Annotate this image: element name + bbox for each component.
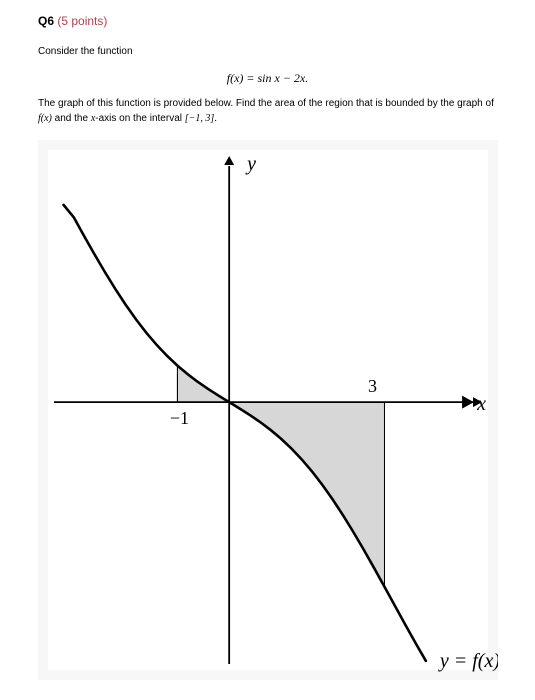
svg-text:3: 3 — [368, 376, 377, 396]
question-number: Q6 — [38, 14, 54, 28]
svg-text:y = f(x): y = f(x) — [438, 650, 498, 672]
prompt-fx: f(x) — [38, 113, 52, 124]
prompt-body-3: -axis on the interval — [95, 113, 185, 124]
prompt-body-2: and the — [52, 113, 91, 124]
question-points: (5 points) — [57, 14, 107, 28]
question-page: Q6 (5 points) Consider the function f(x)… — [0, 0, 535, 700]
svg-text:−1: −1 — [170, 408, 189, 428]
svg-text:x: x — [476, 393, 486, 415]
graph-panel: y x −1 3 y = f(x) — [38, 140, 498, 680]
prompt-intro: Consider the function — [38, 46, 497, 57]
prompt-body-1: The graph of this function is provided b… — [38, 98, 494, 109]
prompt-body-4: . — [214, 113, 217, 124]
question-header: Q6 (5 points) — [38, 14, 497, 28]
prompt-interval: [−1, 3] — [185, 113, 215, 124]
graph-svg: y x −1 3 y = f(x) — [38, 140, 498, 680]
svg-text:y: y — [245, 153, 256, 175]
function-equation: f(x) = sin x − 2x. — [38, 71, 497, 86]
prompt-body: The graph of this function is provided b… — [38, 96, 497, 126]
